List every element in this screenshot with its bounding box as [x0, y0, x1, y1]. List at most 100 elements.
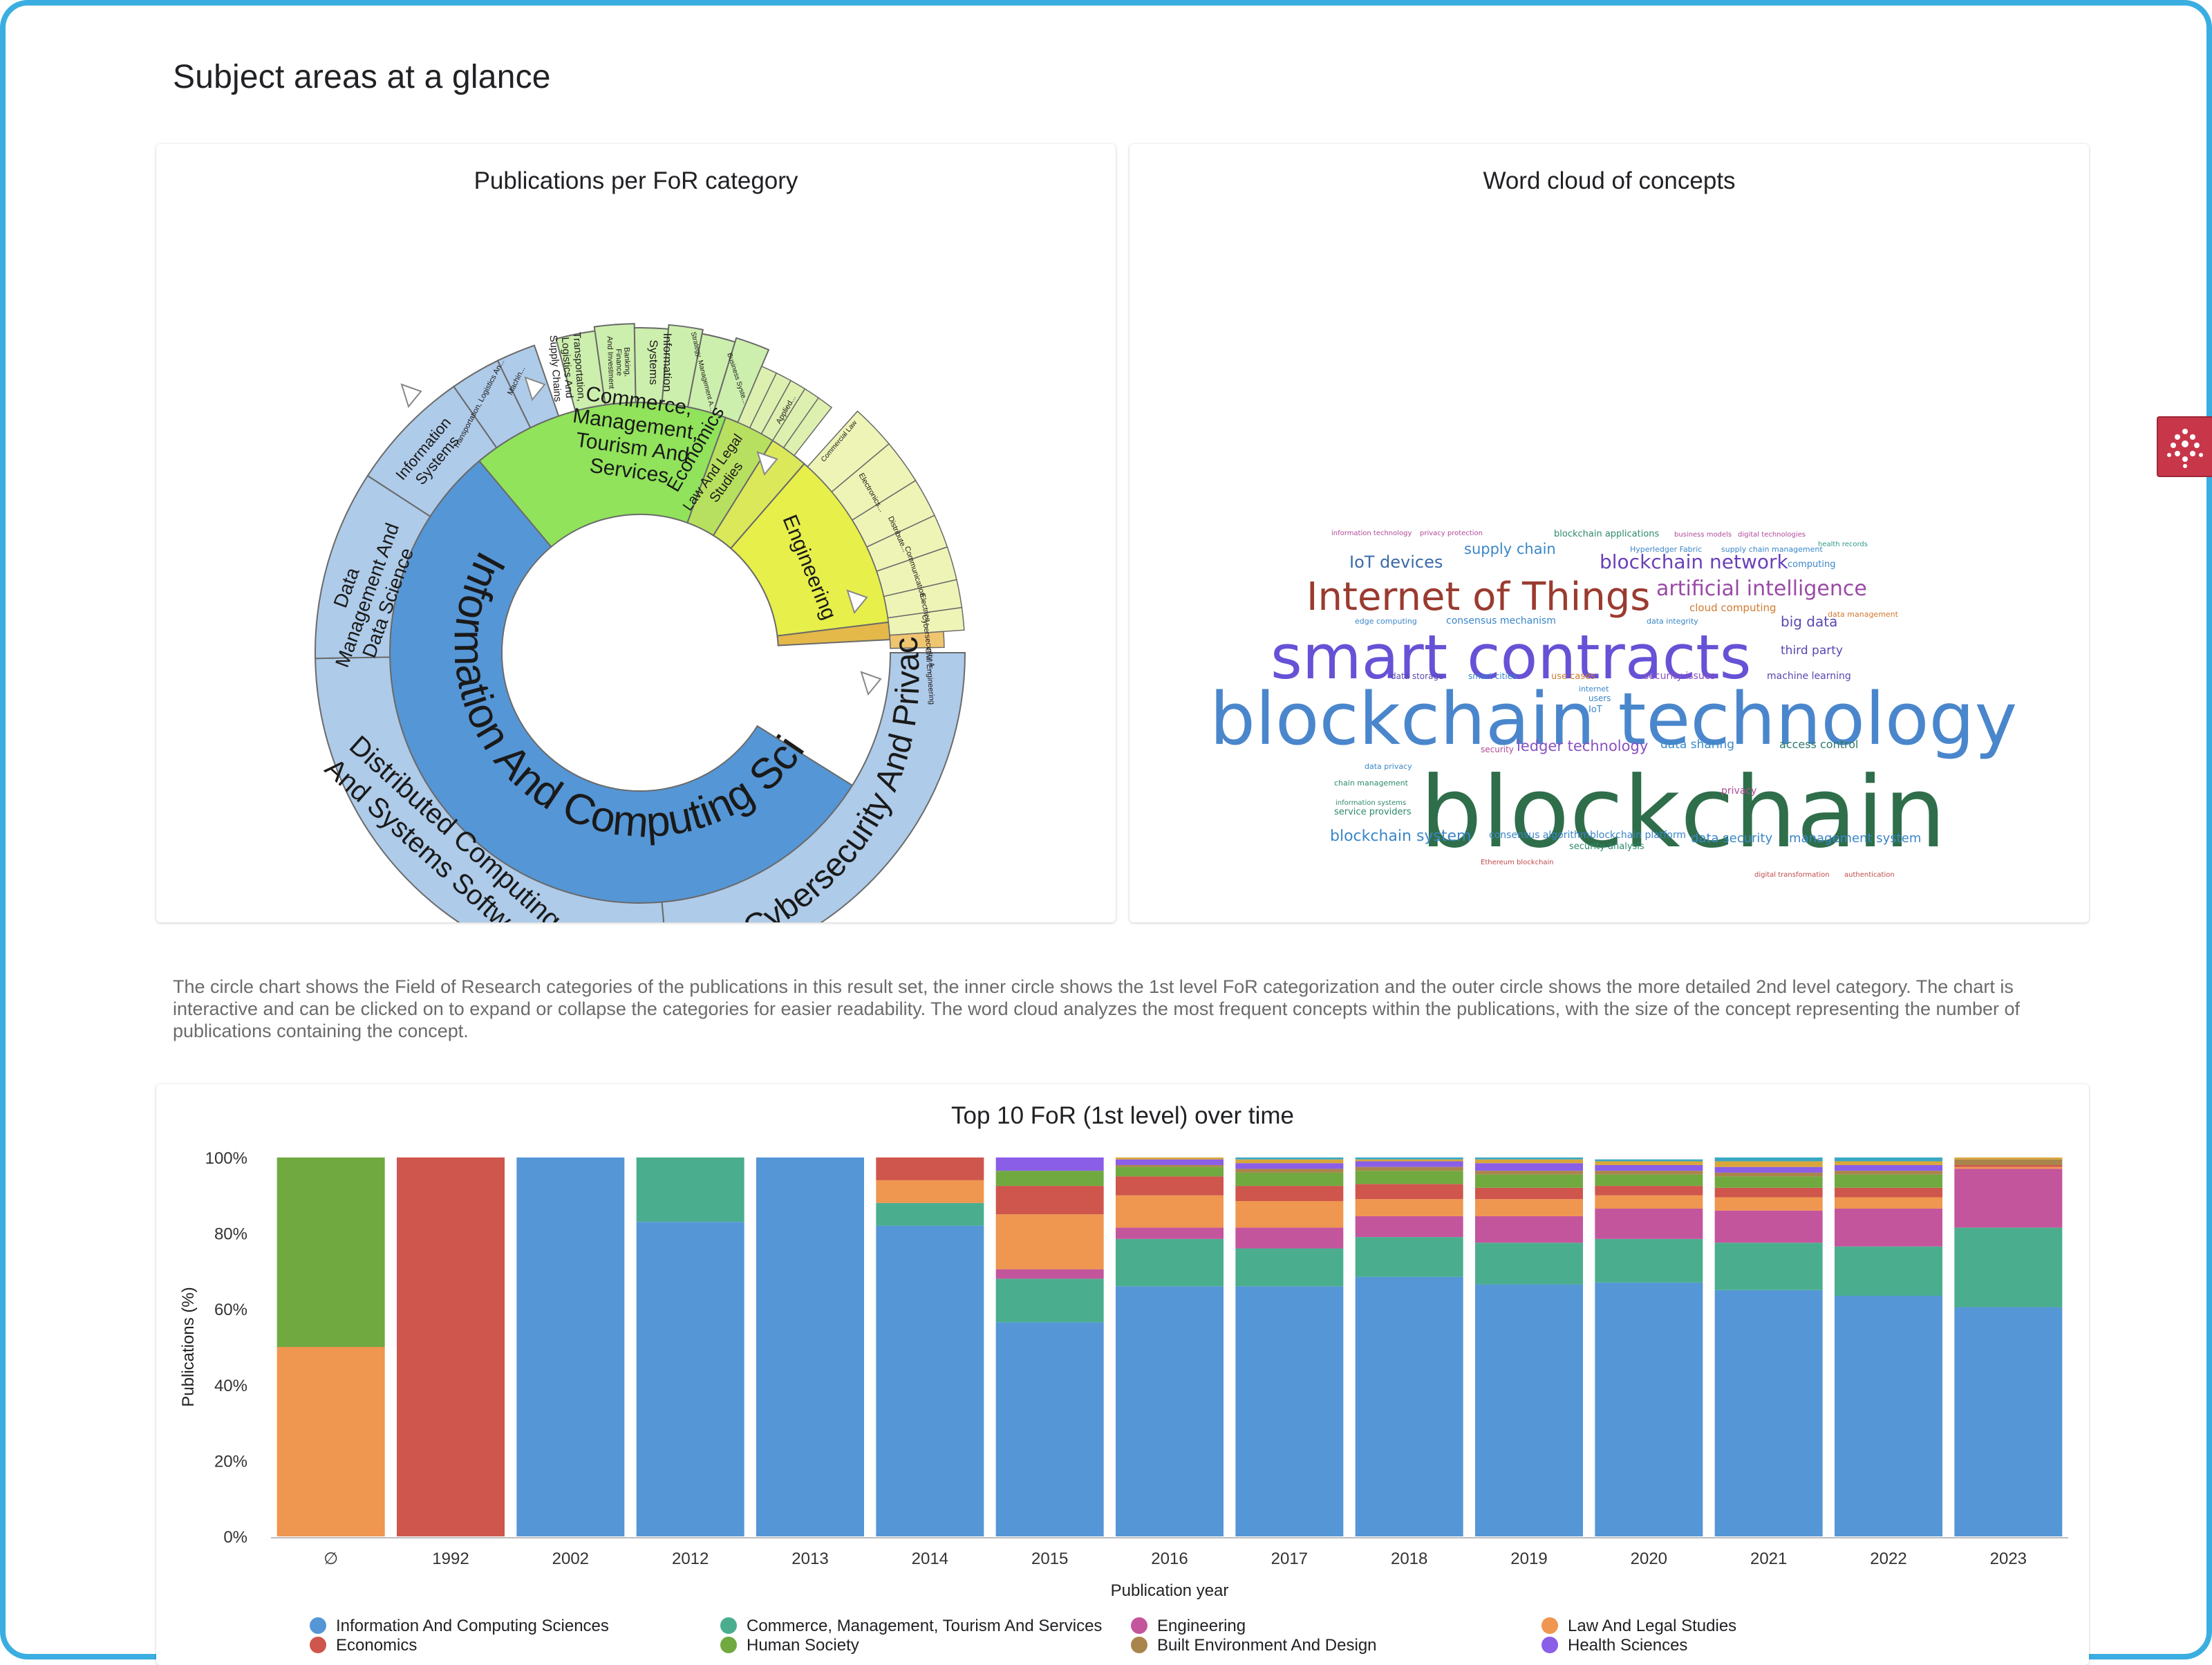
word-cloud-term: supply chain management	[1721, 545, 1823, 554]
sunburst-outer-segment[interactable]	[889, 631, 945, 649]
word-cloud-term: privacy	[1721, 785, 1756, 797]
word-cloud-term: third party	[1781, 644, 1843, 658]
word-cloud-term: Ethereum blockchain	[1481, 859, 1554, 866]
word-cloud-term: data integrity	[1647, 617, 1698, 626]
expand-arrow-icon[interactable]	[846, 589, 868, 615]
word-cloud-term: internet	[1579, 685, 1609, 694]
legend-item[interactable]: Human Society	[720, 1636, 859, 1655]
legend-swatch	[1541, 1617, 1558, 1634]
legend-item[interactable]: Health Sciences	[1541, 1636, 1687, 1655]
word-cloud-term: smart contracts	[1271, 622, 1752, 693]
word-cloud-term: blockchain system	[1330, 828, 1471, 845]
wordcloud-title: Word cloud of concepts	[1483, 167, 1736, 194]
legend-item[interactable]: Engineering	[1131, 1617, 1246, 1636]
word-cloud-term: use cases	[1551, 671, 1595, 682]
expand-arrow-icon[interactable]	[524, 376, 546, 402]
word-cloud-term: machine learning	[1767, 671, 1851, 682]
word-cloud-term: data sharing	[1660, 738, 1734, 752]
legend-item[interactable]: Information And Computing Sciences	[310, 1617, 609, 1636]
charts-description: The circle chart shows the Field of Rese…	[173, 976, 2021, 1041]
sunburst-label: Transportation,Logistics AndSupply Chain…	[547, 332, 588, 404]
word-cloud-term: data security	[1691, 831, 1772, 846]
word-cloud-term: security issues	[1644, 671, 1716, 682]
sunburst-label: Banking,FinanceAnd Investment	[606, 335, 632, 389]
word-cloud-term: artificial intelligence	[1656, 577, 1867, 601]
word-cloud-term: blockchain platform	[1590, 830, 1686, 841]
app-root: Subject areas at a glance Publications p…	[6, 6, 2212, 1665]
word-cloud-term: security analysis	[1569, 841, 1644, 852]
word-cloud-term: authentication	[1844, 871, 1895, 879]
word-cloud-term: edge computing	[1355, 617, 1417, 626]
legend-label: Health Sciences	[1568, 1636, 1688, 1655]
legend-swatch	[1131, 1617, 1147, 1634]
word-cloud-term: security	[1481, 745, 1514, 754]
legend-item[interactable]: Economics	[310, 1636, 417, 1655]
word-cloud-term: access control	[1779, 738, 1858, 751]
legend-swatch	[720, 1617, 737, 1634]
word-cloud-term: users	[1588, 694, 1611, 703]
word-cloud-term: smart cities	[1468, 671, 1517, 681]
word-cloud-term: supply chain	[1464, 541, 1556, 557]
expand-arrow-icon[interactable]	[400, 383, 422, 409]
word-cloud-term: data privacy	[1365, 762, 1412, 771]
word-cloud-term: computing	[1788, 559, 1835, 570]
word-cloud-term: management system	[1789, 831, 1921, 846]
dimensions-side-tab[interactable]	[2157, 416, 2212, 477]
legend-swatch	[310, 1637, 326, 1653]
sunburst-outer-segment[interactable]	[782, 397, 833, 456]
legend-swatch	[1131, 1637, 1147, 1653]
legend-label: Information And Computing Sciences	[336, 1617, 609, 1635]
sunburst-title: Publications per FoR category	[474, 167, 798, 194]
stacked-bar-title: Top 10 FoR (1st level) over time	[950, 1102, 1294, 1129]
word-cloud-term: consensus algorithm	[1489, 830, 1589, 841]
word-cloud-term: IoT devices	[1349, 552, 1443, 572]
legend-label: Engineering	[1157, 1617, 1246, 1635]
stacked-bar-card: Top 10 FoR (1st level) over time	[156, 1084, 2089, 1665]
word-cloud-term: data management	[1828, 610, 1899, 619]
legend-label: Human Society	[747, 1636, 859, 1655]
word-cloud-term: information technology	[1331, 530, 1412, 537]
word-cloud-term: ledger technology	[1517, 738, 1648, 754]
word-cloud-term: cloud computing	[1689, 602, 1777, 614]
legend-item[interactable]: Commerce, Management, Tourism And Servic…	[720, 1617, 1102, 1636]
sunburst-outer-segment[interactable]	[661, 652, 966, 922]
page-title: Subject areas at a glance	[173, 59, 551, 96]
word-cloud-term: Internet of Things	[1306, 575, 1650, 620]
word-cloud-term: blockchain network	[1600, 550, 1789, 573]
word-cloud-term: consensus mechanism	[1446, 615, 1556, 626]
word-cloud-term: digital transformation	[1754, 871, 1830, 879]
word-cloud-term: IoT	[1588, 705, 1602, 715]
sunburst-label: Civil Engineering	[924, 647, 936, 705]
word-cloud-term: blockchain applications	[1554, 529, 1660, 539]
sunburst-chart[interactable]: Information And Computing SciencesCommer…	[156, 144, 1116, 922]
word-cloud-term: information systems	[1335, 799, 1406, 807]
sunburst-label: InformationSystems	[647, 333, 674, 391]
sunburst-card: Publications per FoR category Informatio…	[156, 144, 1116, 922]
word-cloud-term: health records	[1818, 541, 1868, 548]
word-cloud-term: service providers	[1334, 807, 1412, 817]
word-cloud-term: Hyperledger Fabric	[1630, 545, 1702, 554]
legend-label: Commerce, Management, Tourism And Servic…	[747, 1617, 1103, 1635]
word-cloud-term: blockchain	[1420, 756, 1946, 870]
legend-item[interactable]: Law And Legal Studies	[1541, 1617, 1736, 1636]
legend-swatch	[310, 1617, 326, 1634]
word-cloud-term: chain management	[1334, 779, 1409, 788]
legend-item[interactable]: Built Environment And Design	[1131, 1636, 1377, 1655]
word-cloud-term: blockchain technology	[1210, 677, 2017, 761]
wordcloud-card: Word cloud of concepts blockchain blockch…	[1130, 144, 2089, 922]
legend-swatch	[720, 1637, 737, 1653]
expand-arrow-icon[interactable]	[756, 451, 778, 476]
network-icon	[2167, 429, 2203, 468]
word-cloud-term: business models	[1674, 531, 1732, 539]
legend-label: Law And Legal Studies	[1568, 1617, 1737, 1635]
legend-label: Economics	[336, 1636, 418, 1655]
word-cloud-term: data storage	[1391, 671, 1443, 681]
legend-label: Built Environment And Design	[1157, 1636, 1377, 1655]
sunburst-outer-segment[interactable]	[315, 656, 668, 922]
legend-swatch	[1541, 1637, 1558, 1653]
word-cloud-term: digital technologies	[1738, 531, 1806, 539]
word-cloud-term: big data	[1781, 613, 1837, 630]
expand-arrow-icon[interactable]	[860, 671, 882, 696]
word-cloud-term: privacy protection	[1420, 530, 1483, 537]
